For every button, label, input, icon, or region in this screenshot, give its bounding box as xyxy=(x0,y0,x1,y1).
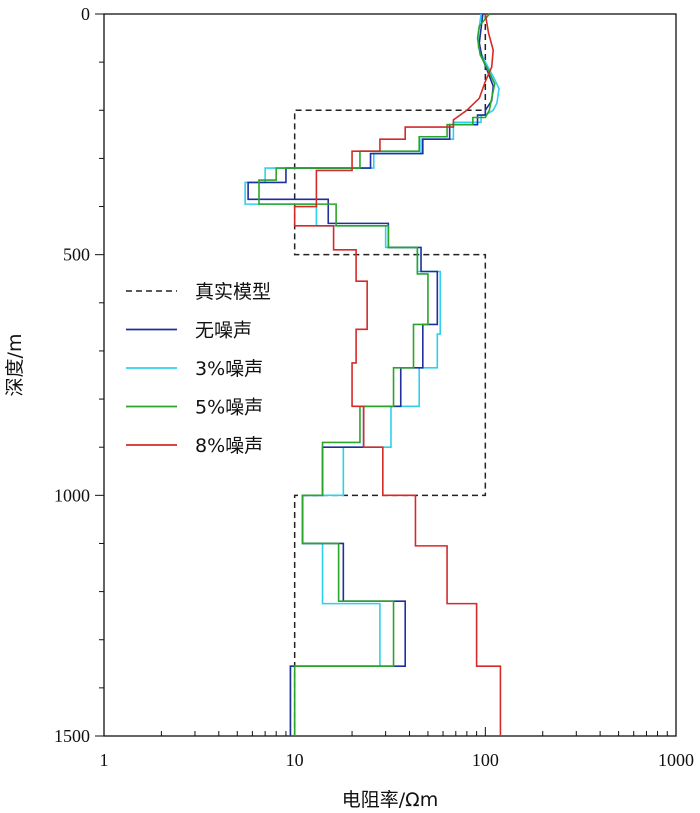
series-line-3 xyxy=(244,13,500,736)
plot-frame xyxy=(103,13,677,737)
legend-label: 5%噪声 xyxy=(195,397,263,419)
y-tick-label: 1000 xyxy=(54,485,90,505)
y-tick-label: 1500 xyxy=(54,726,90,746)
legend-label: 8%噪声 xyxy=(195,435,263,457)
x-tick-label: 1000 xyxy=(658,750,694,770)
y-tick-label: 500 xyxy=(63,245,90,265)
x-tick-label: 10 xyxy=(286,750,304,770)
tick-labels: 1 10 100 1000 0 500 1000 1500 xyxy=(54,4,694,770)
legend-label: 真实模型 xyxy=(195,281,271,303)
legend-label: 无噪声 xyxy=(195,320,252,342)
series-line-5 xyxy=(293,13,502,736)
x-tick-label: 1 xyxy=(100,750,109,770)
x-axis-label: 电阻率/Ωm xyxy=(342,789,438,811)
y-axis-label: 深度/m xyxy=(4,334,26,397)
series-line-4 xyxy=(258,13,496,736)
axis-ticks xyxy=(95,13,677,737)
y-tick-label: 0 xyxy=(81,4,90,24)
legend-label: 3%噪声 xyxy=(195,358,263,380)
series-group xyxy=(244,13,502,736)
x-tick-label: 100 xyxy=(472,750,499,770)
